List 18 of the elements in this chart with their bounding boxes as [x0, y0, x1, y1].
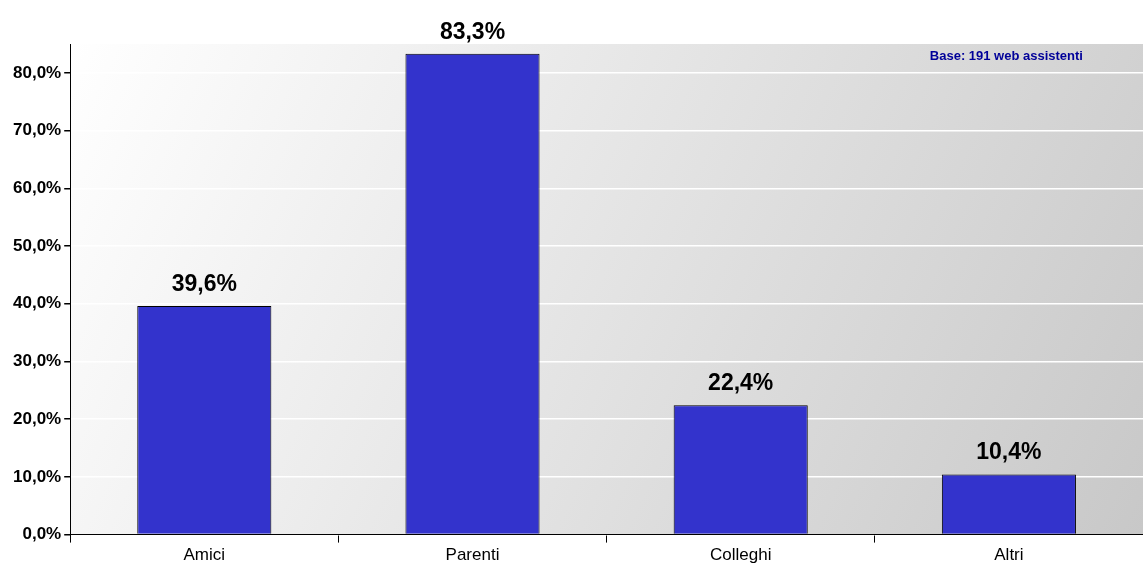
x-tick-label: Parenti	[445, 545, 500, 565]
x-tick-label: Amici	[183, 545, 226, 565]
data-label: 83,3%	[439, 17, 506, 44]
annotation: Base: 191 web assistenti	[929, 48, 1083, 64]
data-label: 10,4%	[976, 438, 1042, 465]
y-tick-label: 80,0%	[13, 62, 62, 82]
y-tick-label: 60,0%	[13, 177, 62, 197]
data-label: 39,6%	[171, 269, 237, 296]
x-tick-label: Altri	[994, 545, 1024, 565]
y-tick-label: 10,0%	[13, 466, 62, 486]
x-tick-label: Colleghi	[709, 545, 772, 565]
y-tick-label: 0,0%	[22, 524, 62, 544]
y-tick-label: 70,0%	[13, 120, 62, 140]
y-tick-label: 50,0%	[13, 235, 62, 255]
y-tick-label: 40,0%	[13, 293, 62, 313]
y-tick-label: 20,0%	[13, 408, 62, 428]
data-label: 22,4%	[708, 369, 774, 396]
y-tick-label: 30,0%	[13, 351, 62, 371]
